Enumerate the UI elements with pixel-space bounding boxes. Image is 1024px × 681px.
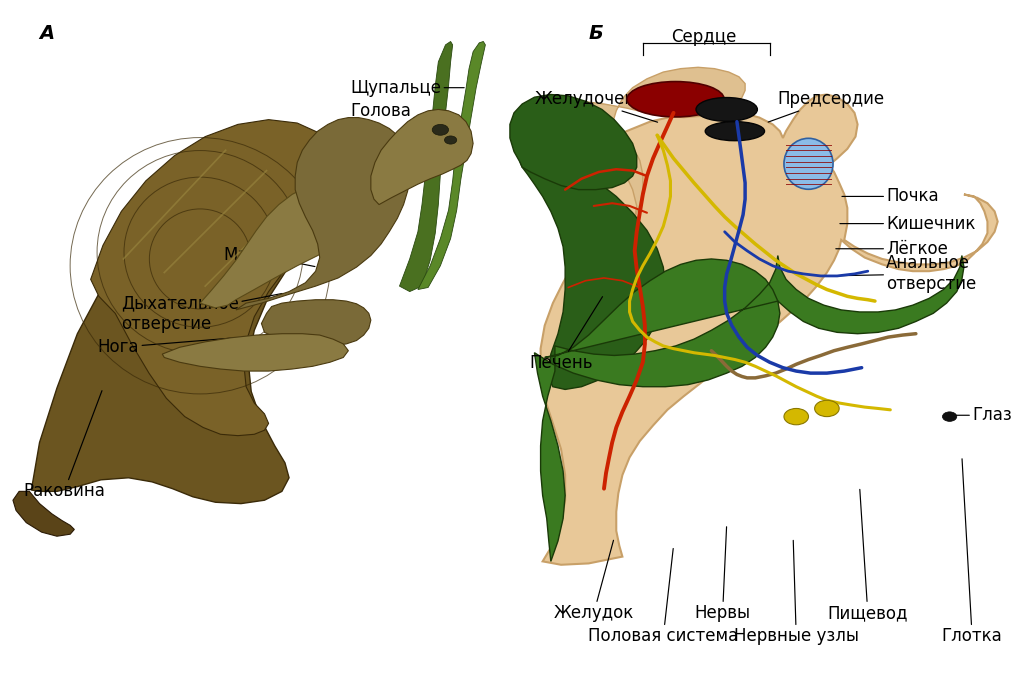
- Circle shape: [784, 409, 809, 425]
- Text: Печень: Печень: [529, 297, 602, 372]
- Ellipse shape: [696, 97, 758, 121]
- Circle shape: [815, 400, 840, 417]
- Circle shape: [432, 125, 449, 136]
- Polygon shape: [200, 185, 353, 308]
- Circle shape: [444, 136, 457, 144]
- Polygon shape: [510, 95, 637, 189]
- Text: Половая система: Половая система: [588, 548, 738, 646]
- Polygon shape: [32, 137, 348, 504]
- Circle shape: [942, 412, 956, 422]
- Polygon shape: [399, 42, 453, 291]
- Polygon shape: [162, 334, 348, 371]
- Ellipse shape: [706, 122, 765, 141]
- Polygon shape: [535, 255, 964, 561]
- Text: Кишечник: Кишечник: [840, 215, 976, 233]
- Text: Сердце: Сердце: [672, 28, 737, 46]
- Text: Предсердие: Предсердие: [768, 91, 885, 122]
- Text: Нервные узлы: Нервные узлы: [734, 540, 859, 646]
- Text: Лёгкое: Лёгкое: [836, 240, 948, 257]
- Text: Глотка: Глотка: [942, 459, 1002, 646]
- Polygon shape: [13, 492, 75, 536]
- Text: Анальное
отверстие: Анальное отверстие: [829, 255, 977, 294]
- Polygon shape: [236, 118, 410, 310]
- Text: Желудочек: Желудочек: [535, 91, 657, 122]
- Text: Глаз: Глаз: [949, 407, 1012, 424]
- Polygon shape: [541, 67, 745, 218]
- Polygon shape: [520, 156, 666, 390]
- Text: Дыхательное
отверстие: Дыхательное отверстие: [122, 294, 283, 333]
- Text: Щупальце: Щупальце: [350, 79, 464, 97]
- Text: Пищевод: Пищевод: [827, 490, 908, 622]
- Polygon shape: [418, 42, 485, 289]
- Text: Желудок: Желудок: [554, 540, 634, 622]
- Polygon shape: [541, 95, 997, 565]
- Ellipse shape: [627, 82, 724, 117]
- Text: Нога: Нога: [98, 338, 233, 356]
- Text: Б: Б: [589, 25, 603, 44]
- Ellipse shape: [784, 138, 834, 189]
- Polygon shape: [91, 120, 344, 436]
- Text: Глаз: Глаз: [350, 124, 437, 142]
- Text: А: А: [40, 25, 54, 44]
- Text: Голова: Голова: [350, 101, 439, 123]
- Text: Мантия: Мантия: [223, 246, 315, 266]
- Text: Нервы: Нервы: [694, 527, 751, 622]
- Polygon shape: [371, 110, 473, 204]
- Text: Почка: Почка: [842, 187, 939, 206]
- Text: Раковина: Раковина: [24, 391, 105, 501]
- Polygon shape: [261, 300, 371, 346]
